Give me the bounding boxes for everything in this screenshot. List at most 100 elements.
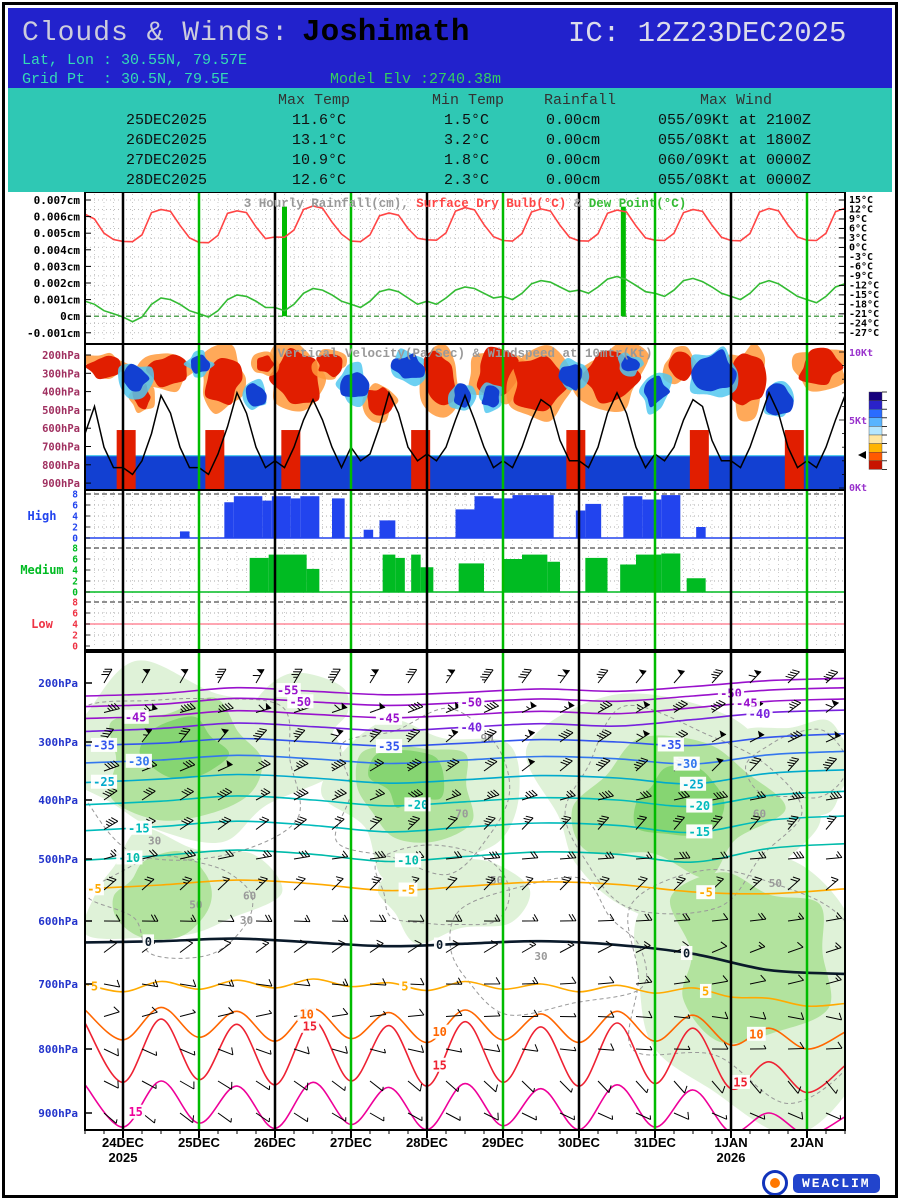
panel1-title-part: 3 Hourly Rainfall(cm), [243,197,417,211]
svg-text:0: 0 [683,947,690,961]
svg-text:-45: -45 [125,710,147,724]
svg-text:500hPa: 500hPa [42,405,80,417]
svg-text:10: 10 [299,1008,313,1022]
svg-text:200hPa: 200hPa [42,350,80,362]
svg-text:60: 60 [243,889,256,902]
svg-text:-9°C: -9°C [849,271,873,282]
svg-text:0.004cm: 0.004cm [34,244,81,257]
svg-text:-10: -10 [118,851,140,865]
svg-text:-3°C: -3°C [849,252,873,263]
table-cell-max_temp: 12.6°C [292,172,347,189]
svg-text:2: 2 [72,577,78,588]
date-tick-label: 26DEC [254,1135,296,1150]
svg-text:0cm: 0cm [60,310,80,323]
svg-text:0Kt: 0Kt [849,483,867,494]
table-cell-min_temp: 1.5°C [444,112,490,129]
table-column-header: Min Temp [432,92,505,109]
svg-text:-20: -20 [688,799,710,813]
table-cell-max_temp: 10.9°C [292,152,347,169]
svg-text:15: 15 [733,1075,747,1089]
svg-text:2: 2 [72,631,78,642]
svg-text:0.003cm: 0.003cm [34,260,81,273]
date-tick-label: 30DEC [558,1135,600,1150]
svg-text:-25: -25 [93,775,115,789]
date-tick-label: 31DEC [634,1135,676,1150]
svg-text:6°C: 6°C [849,223,867,234]
table-cell-rainfall: 0.00cm [546,132,601,149]
svg-text:4: 4 [72,566,78,577]
svg-text:High: High [28,509,57,523]
svg-text:0.006cm: 0.006cm [34,211,81,224]
svg-text:-35: -35 [93,738,115,752]
svg-text:0: 0 [145,935,152,949]
date-tick-year: 2025 [108,1150,138,1165]
svg-text:300hPa: 300hPa [42,368,80,380]
svg-text:-25: -25 [682,777,704,791]
svg-text:800hPa: 800hPa [42,460,80,472]
svg-text:8: 8 [72,544,78,555]
svg-text:-20: -20 [407,798,429,812]
svg-text:2: 2 [72,523,78,534]
svg-text:-6°C: -6°C [849,261,873,272]
svg-text:-45: -45 [378,711,400,725]
svg-text:-35: -35 [660,738,682,752]
day-boundary-lines [121,192,809,1130]
svg-text:0: 0 [72,534,78,545]
table-cell-max_wind: 055/08Kt at 0000Z [658,172,812,189]
svg-text:900hPa: 900hPa [38,1107,78,1120]
latlon-line: Lat, Lon : 30.55N, 79.57E [22,52,248,69]
svg-text:600hPa: 600hPa [42,423,80,435]
svg-text:900hPa: 900hPa [42,478,80,490]
svg-text:-40: -40 [460,720,482,734]
svg-text:-24°C: -24°C [849,318,879,329]
contour-labels: -55-50-50-50-45-45-45-40-40-35-35-35-30-… [85,683,773,1119]
svg-text:-21°C: -21°C [849,309,879,320]
svg-text:30: 30 [148,834,161,847]
table-cell-min_temp: 3.2°C [444,132,490,149]
table-cell-max_wind: 055/09Kt at 2100Z [658,112,812,129]
svg-text:700hPa: 700hPa [42,442,80,454]
svg-text:0.001cm: 0.001cm [34,294,81,307]
svg-text:-15: -15 [128,821,150,835]
svg-text:50: 50 [189,899,202,912]
table-cell-min_temp: 2.3°C [444,172,490,189]
panel1-title: 3 Hourly Rainfall(cm), Surface Dry Bulb(… [85,197,845,211]
svg-text:12°C: 12°C [849,204,873,215]
svg-text:3°C: 3°C [849,233,867,244]
svg-text:-50: -50 [289,695,311,709]
svg-text:400hPa: 400hPa [42,387,80,399]
table-cell-max_wind: 055/08Kt at 1800Z [658,132,812,149]
table-column-header: Max Wind [700,92,773,109]
svg-text:6: 6 [72,555,78,566]
svg-text:10: 10 [749,1027,763,1041]
svg-text:0°C: 0°C [849,242,867,253]
table-cell-max_wind: 060/09Kt at 0000Z [658,152,812,169]
svg-text:-27°C: -27°C [849,328,879,339]
svg-text:15: 15 [432,1058,446,1072]
vertical-velocity-colorbar [858,391,887,470]
svg-text:-15°C: -15°C [849,290,879,301]
svg-text:9°C: 9°C [849,214,867,225]
table-column-header: Max Temp [278,92,351,109]
svg-text:-5: -5 [87,882,101,896]
svg-text:5: 5 [401,979,408,993]
table-cell-rainfall: 0.00cm [546,172,601,189]
header: Clouds & Winds: Joshimath IC: 12Z23DEC20… [8,8,892,90]
svg-text:Low: Low [31,617,53,631]
date-tick-label: 24DEC [102,1135,144,1150]
svg-text:5: 5 [702,984,709,998]
svg-text:0.005cm: 0.005cm [34,227,81,240]
svg-text:0.002cm: 0.002cm [34,277,81,290]
date-tick-label: 1JAN [714,1135,748,1150]
date-tick-label: 27DEC [330,1135,372,1150]
table-column-header: Rainfall [544,92,617,109]
svg-text:-30: -30 [676,757,698,771]
product-title: Clouds & Winds: [22,18,290,49]
date-axis: 24DEC 2025 25DEC 26DEC 27DEC 28DEC 29DEC 30DEC 3… [0,1133,900,1173]
svg-text:5Kt: 5Kt [849,416,867,427]
svg-text:-40: -40 [749,707,771,721]
svg-text:200hPa: 200hPa [38,677,78,690]
